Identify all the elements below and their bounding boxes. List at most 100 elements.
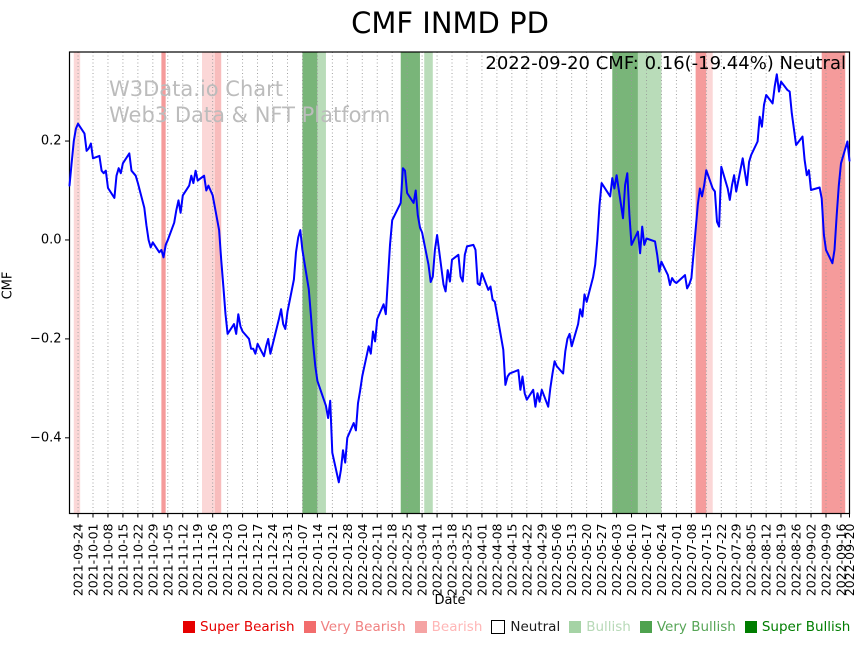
signal-band-very-bearish bbox=[214, 52, 222, 514]
x-tick-label: 2021-11-19 bbox=[190, 523, 205, 596]
x-tick-label: 2022-08-19 bbox=[774, 523, 789, 596]
legend-item-bearish[interactable]: Bearish bbox=[414, 619, 483, 635]
x-tick-label: 2022-08-12 bbox=[759, 524, 774, 597]
legend-item-very-bullish[interactable]: Very Bullish bbox=[639, 619, 736, 635]
chart-title: CMF INMD PD bbox=[351, 6, 549, 40]
x-tick-label: 2021-10-22 bbox=[130, 524, 145, 597]
legend-label: Super Bullish bbox=[761, 619, 851, 635]
x-tick-label: 2022-09-02 bbox=[804, 524, 819, 597]
signal-band-very-bullish bbox=[612, 52, 638, 514]
x-tick-label: 2021-11-26 bbox=[205, 523, 220, 596]
x-tick-label: 2021-12-10 bbox=[235, 523, 250, 596]
x-tick-label: 2022-01-21 bbox=[325, 524, 340, 597]
legend-swatch-icon bbox=[639, 621, 652, 633]
x-tick-label: 2022-03-18 bbox=[445, 523, 460, 596]
legend-swatch-icon bbox=[414, 621, 427, 633]
x-tick-label: 2022-06-17 bbox=[639, 524, 654, 597]
x-tick-label: 2022-04-22 bbox=[519, 524, 534, 597]
legend-label: Very Bullish bbox=[656, 619, 736, 635]
signal-band-bearish bbox=[201, 52, 215, 514]
legend-label: Very Bearish bbox=[320, 619, 406, 635]
x-tick-label: 2022-08-05 bbox=[744, 524, 759, 597]
x-tick-label: 2022-01-14 bbox=[310, 523, 325, 596]
y-tick-label: −0.2 bbox=[30, 331, 62, 346]
signal-band-very-bullish bbox=[400, 52, 420, 514]
legend-label: Bullish bbox=[586, 619, 631, 635]
plot-frame bbox=[68, 51, 851, 515]
x-tick-label: 2022-06-03 bbox=[609, 524, 624, 597]
x-tick-label: 2021-11-05 bbox=[160, 524, 175, 597]
x-tick-label: 2022-04-01 bbox=[474, 524, 489, 597]
x-tick-label: 2021-12-31 bbox=[280, 524, 295, 597]
legend-swatch-icon bbox=[569, 621, 582, 633]
y-tick-label: −0.4 bbox=[30, 430, 62, 445]
legend-item-super-bullish[interactable]: Super Bullish bbox=[744, 619, 851, 635]
watermark: W3Data.io Chart Web3 Data & NFT Platform bbox=[109, 76, 390, 128]
x-tick-label: 2022-09-09 bbox=[818, 523, 833, 596]
x-tick-label: 2022-02-25 bbox=[400, 524, 415, 597]
watermark-line1: W3Data.io Chart bbox=[109, 77, 284, 101]
x-tick-label: 2022-06-24 bbox=[654, 523, 669, 596]
x-tick-label: 2022-05-06 bbox=[549, 523, 564, 596]
x-tick-label: 2022-08-26 bbox=[789, 523, 804, 596]
signal-band-bullish bbox=[637, 52, 662, 514]
x-tick-label: 2022-04-08 bbox=[489, 523, 504, 596]
y-axis-label: CMF bbox=[0, 271, 16, 300]
x-tick-label: 2022-07-22 bbox=[714, 524, 729, 597]
signal-band-very-bearish bbox=[161, 52, 166, 514]
y-tick-label: 0.2 bbox=[41, 134, 62, 149]
x-tick-label: 2022-05-20 bbox=[579, 523, 594, 596]
x-tick-label: 2022-06-10 bbox=[624, 523, 639, 596]
watermark-line2: Web3 Data & NFT Platform bbox=[109, 103, 391, 127]
signal-legend: Super Bearish Very Bearish Bearish Neutral B… bbox=[183, 619, 850, 635]
signal-band-bullish bbox=[424, 52, 433, 514]
x-tick-label: 2022-02-18 bbox=[385, 523, 400, 596]
x-tick-label: 2022-03-25 bbox=[459, 524, 474, 597]
legend-swatch-icon bbox=[303, 621, 316, 633]
x-tick-label: 2021-12-03 bbox=[220, 524, 235, 597]
x-tick-label: 2022-01-28 bbox=[340, 523, 355, 596]
x-tick-label: 2022-07-08 bbox=[684, 523, 699, 596]
x-tick-label: 2021-10-29 bbox=[145, 523, 160, 596]
legend-label: Super Bearish bbox=[200, 619, 295, 635]
legend-item-very-bearish[interactable]: Very Bearish bbox=[303, 619, 406, 635]
legend-label: Bearish bbox=[431, 619, 483, 635]
signal-band-bullish bbox=[317, 52, 326, 514]
legend-swatch-icon bbox=[744, 621, 757, 633]
legend-item-neutral[interactable]: Neutral bbox=[491, 619, 560, 635]
x-tick-label: 2022-05-27 bbox=[594, 524, 609, 597]
x-tick-label: 2021-10-15 bbox=[115, 524, 130, 597]
x-tick-label: 2022-05-13 bbox=[564, 524, 579, 597]
x-tick-label: 2022-04-15 bbox=[504, 524, 519, 597]
legend-swatch-icon bbox=[491, 620, 506, 634]
x-tick-label: 2021-10-08 bbox=[100, 523, 115, 596]
x-tick-label: 2022-07-29 bbox=[729, 523, 744, 596]
x-tick-label: 2022-03-04 bbox=[415, 523, 430, 596]
latest-value-annotation: 2022-09-20 CMF: 0.16(-19.44%) Neutral bbox=[485, 53, 846, 74]
x-tick-label: 2022-04-29 bbox=[534, 523, 549, 596]
x-tick-label: 2022-03-11 bbox=[430, 524, 445, 597]
legend-item-super-bearish[interactable]: Super Bearish bbox=[183, 619, 295, 635]
legend-label: Neutral bbox=[510, 619, 561, 635]
x-tick-label: 2022-01-07 bbox=[295, 524, 310, 597]
signal-band-bearish bbox=[73, 52, 81, 514]
y-tick-label: 0.0 bbox=[41, 232, 62, 247]
x-tick-label: 2022-07-15 bbox=[699, 524, 714, 597]
x-tick-label: 2021-11-12 bbox=[175, 524, 190, 597]
signal-band-very-bearish bbox=[695, 52, 707, 514]
signal-band-very-bullish bbox=[302, 52, 318, 514]
legend-item-bullish[interactable]: Bullish bbox=[569, 619, 631, 635]
signal-band-very-bearish bbox=[821, 52, 846, 514]
x-tick-label: 2021-12-24 bbox=[265, 523, 280, 596]
signal-band-bearish bbox=[706, 52, 713, 514]
x-tick-label: 2021-09-24 bbox=[71, 523, 86, 596]
x-tick-label: 2021-10-01 bbox=[86, 524, 101, 597]
x-axis-label: Date bbox=[434, 593, 466, 608]
x-tick-label: 2021-12-17 bbox=[250, 524, 265, 597]
x-tick-label: 2022-02-04 bbox=[355, 523, 370, 596]
legend-swatch-icon bbox=[183, 621, 195, 633]
x-tick-label: 2022-09-16 bbox=[833, 523, 848, 596]
x-tick-label: 2022-09-20 bbox=[842, 523, 857, 596]
cmf-line bbox=[68, 73, 851, 484]
